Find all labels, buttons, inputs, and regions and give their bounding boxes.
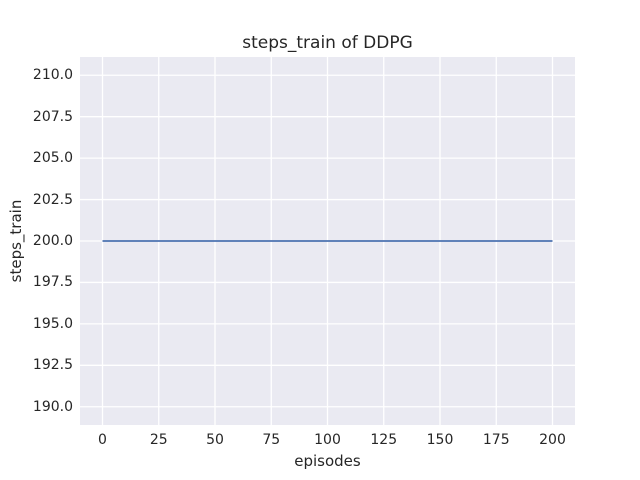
- x-tick-label: 100: [314, 432, 341, 448]
- y-tick-label: 192.5: [32, 357, 73, 374]
- y-tick-label: 197.5: [32, 274, 73, 291]
- y-tick-label: 205.0: [32, 150, 73, 167]
- x-tick-label: 175: [482, 432, 510, 448]
- x-tick-label: 75: [262, 432, 281, 448]
- x-axis-label: episodes: [294, 452, 361, 470]
- x-tick-label: 125: [370, 432, 398, 448]
- y-tick-label: 195.0: [32, 315, 73, 332]
- x-tick-label: 25: [149, 432, 168, 448]
- y-tick-label: 210.0: [32, 67, 73, 84]
- y-tick-label: 200.0: [32, 233, 73, 249]
- chart-title: steps_train of DDPG: [242, 33, 413, 53]
- x-tick-label: 150: [426, 432, 454, 448]
- y-tick-label: 202.5: [32, 191, 73, 208]
- plot-area: [80, 57, 575, 425]
- x-tick-label: 200: [539, 432, 566, 448]
- y-tick-label: 207.5: [32, 108, 73, 125]
- y-tick-label: 190.0: [32, 398, 73, 415]
- x-tick-label: 50: [206, 432, 224, 448]
- y-axis-label: steps_train: [7, 199, 25, 283]
- x-tick-label: 0: [98, 432, 107, 448]
